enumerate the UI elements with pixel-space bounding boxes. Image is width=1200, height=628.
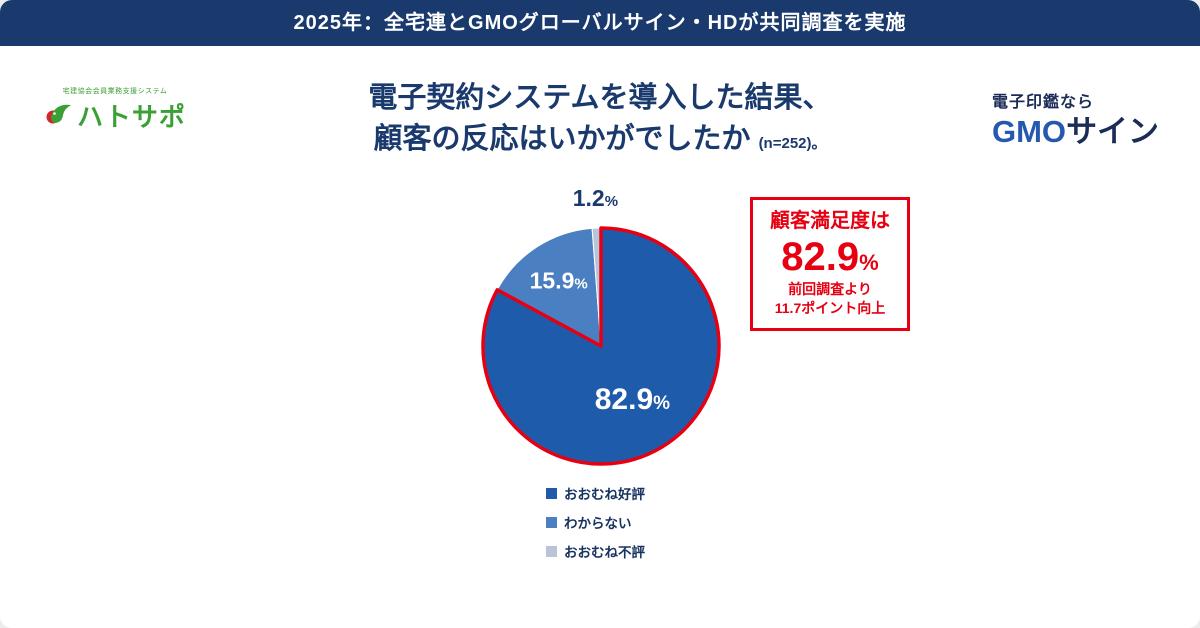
legend-swatch-icon	[546, 487, 557, 499]
hatosapo-wordmark-row: ハトサポ	[30, 97, 200, 134]
callout-value: 82.9%	[759, 234, 901, 280]
callout-value-unit: %	[859, 250, 879, 275]
legend-swatch-icon	[546, 516, 557, 528]
legend-item-1: わからない	[546, 512, 645, 532]
callout-subtext-2: 11.7ポイント向上	[774, 299, 886, 316]
legend: おおむね好評 わからないおおむね不評	[546, 483, 645, 561]
callout-subtext-1: 前回調査より	[788, 281, 872, 297]
gmo-wordmark: GMOサイン	[992, 116, 1187, 147]
satisfaction-callout: 顧客満足度は 82.9% 前回調査より 11.7ポイント向上	[750, 197, 910, 331]
pie-chart: 82.9% 15.9% 1.2%	[481, 185, 721, 466]
legend-item-0: おおむね好評	[546, 483, 645, 503]
legend-item-2: おおむね不評	[546, 541, 645, 561]
gmo-sign-logo: 電子印鑑なら GMOサイン	[992, 88, 1187, 147]
hatosapo-logo: 宅建協会会員業務支援システム ハトサポ	[30, 86, 200, 134]
legend-label: わからない	[564, 516, 632, 531]
title-line-1: 電子契約システムを導入した結果、	[368, 82, 832, 114]
pie-value-label-2: 1.2%	[573, 185, 618, 211]
top-banner: 2025年：全宅連とGMOグローバルサイン・HDが共同調査を実施	[0, 0, 1200, 46]
hatosapo-wordmark: ハトサポ	[77, 102, 186, 132]
page-title: 電子契約システムを導入した結果、 顧客の反応はいかがでしたか (n=252)。	[250, 78, 950, 164]
title-line-2: 顧客の反応はいかがでしたか (n=252)。	[250, 119, 950, 164]
gmo-lead-text: 電子印鑑なら	[992, 94, 1095, 111]
banner-title: 2025年：全宅連とGMOグローバルサイン・HDが共同調査を実施	[293, 12, 907, 34]
callout-heading: 顧客満足度は	[770, 210, 890, 232]
callout-value-number: 82.9	[781, 235, 860, 279]
hatosapo-tagline: 宅建協会会員業務支援システム	[62, 88, 168, 95]
title-line-2-text: 顧客の反応はいかがでしたか	[373, 123, 751, 155]
pie-slice-0	[481, 226, 721, 466]
pie-value-label-1: 15.9%	[530, 268, 588, 294]
hatosapo-bird-icon	[44, 99, 74, 132]
pie-value-label-0: 82.9%	[595, 383, 670, 416]
legend-label: おおむね不評	[564, 545, 645, 560]
gmo-wordmark-gmo: GMO	[992, 114, 1067, 149]
legend-label: おおむね好評	[564, 487, 645, 502]
legend-swatch-icon	[546, 545, 557, 557]
pie-slice-1	[496, 227, 602, 347]
sample-size-note: (n=252)。	[758, 135, 827, 152]
gmo-wordmark-sign: サイン	[1066, 114, 1160, 149]
